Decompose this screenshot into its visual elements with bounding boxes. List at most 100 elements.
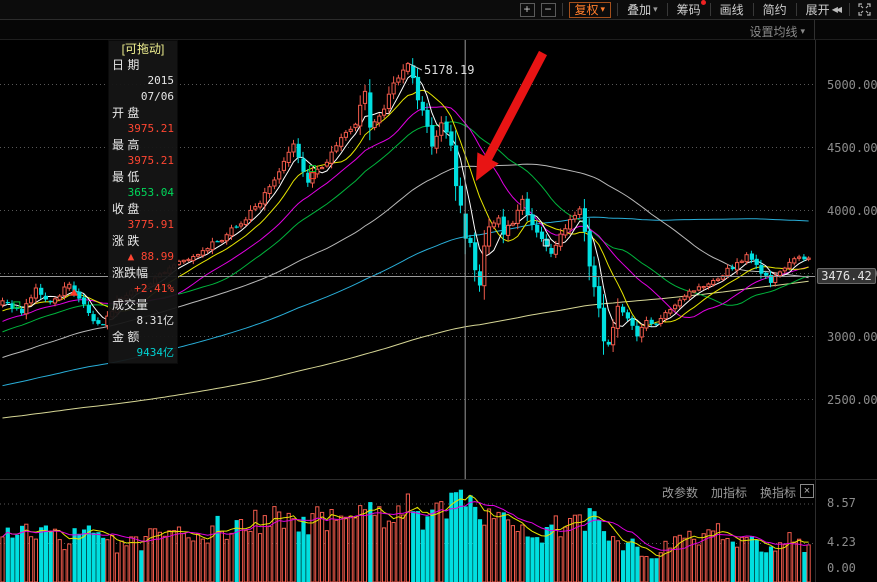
volume-bar-up xyxy=(520,524,525,582)
candle-body-down xyxy=(454,145,459,187)
candle-body-up xyxy=(735,262,740,271)
candle-body-down xyxy=(368,92,373,128)
panel-divider[interactable] xyxy=(0,479,877,480)
volume-bar-up xyxy=(281,527,286,582)
candle-body-up xyxy=(792,258,797,264)
peak-tick xyxy=(409,63,423,71)
candle-body-up xyxy=(281,160,286,171)
candle-body-up xyxy=(248,209,253,221)
volume-bar-down xyxy=(625,542,630,582)
volume-bar-down xyxy=(630,538,635,582)
change-params-button[interactable]: 改参数 xyxy=(661,486,698,500)
volume-bar-up xyxy=(482,524,487,582)
red-arrow-annotation xyxy=(476,50,547,182)
candle-body-up xyxy=(391,82,396,95)
candle-body-down xyxy=(458,185,463,206)
volume-bar-up xyxy=(29,536,34,582)
candle-body-up xyxy=(496,217,501,225)
candle-body-down xyxy=(473,242,478,271)
adjust-rights-button[interactable]: 复权 ▾ xyxy=(568,1,612,18)
candle-body-up xyxy=(725,267,730,277)
candle-body-up xyxy=(57,295,62,301)
candle-body-up xyxy=(577,208,582,215)
simple-mode-button[interactable]: 简约 xyxy=(760,1,790,18)
volume-bar-up xyxy=(148,528,153,582)
volume-bar-up xyxy=(343,516,348,582)
volume-bar-up xyxy=(496,511,501,582)
volume-bar-up xyxy=(668,547,673,582)
ma-settings-button[interactable]: 设置均线 ▾ xyxy=(749,23,805,40)
candle-body-up xyxy=(739,260,744,263)
volume-bar-down xyxy=(582,530,587,582)
data-tooltip-panel[interactable]: [可拖动] 日 期 2015 07/06 开 盘 3975.21 最 高 3975.21 最 … xyxy=(108,40,178,364)
volume-bar-up xyxy=(267,525,272,582)
volume-chart[interactable] xyxy=(0,480,815,582)
chips-button[interactable]: 筹码 xyxy=(674,0,706,18)
switch-indicator-button[interactable]: 换指标 xyxy=(759,486,796,500)
close-indicator-button[interactable]: × xyxy=(800,484,814,498)
volume-bar-up xyxy=(382,527,387,582)
peak-price-label: 5178.19 xyxy=(424,63,475,77)
candle-body-up xyxy=(286,151,291,164)
volume-bar-up xyxy=(439,501,444,582)
ma-250-line xyxy=(2,280,809,419)
chevron-down-icon: ▾ xyxy=(653,4,658,14)
add-indicator-button[interactable]: 加指标 xyxy=(710,486,747,500)
candle-body-down xyxy=(635,325,640,337)
volume-bar-down xyxy=(477,519,483,582)
event-marker xyxy=(309,172,317,180)
candle-body-down xyxy=(597,286,602,309)
volume-bar-up xyxy=(572,514,577,582)
candle-body-up xyxy=(677,299,682,307)
zoom-out-button[interactable]: − xyxy=(540,2,556,17)
volume-bar-down xyxy=(101,537,106,582)
tooltip-field-value: 3775.91 xyxy=(127,218,174,231)
volume-bar-down xyxy=(530,537,535,582)
zoom-in-button[interactable]: + xyxy=(519,2,535,17)
top-toolbar: + − 复权 ▾ 叠加 ▾ 筹码 画线 简约 展开 ◀◀ xyxy=(0,0,877,20)
candle-body-down xyxy=(759,264,764,274)
candle-body-up xyxy=(486,226,492,247)
volume-bar-down xyxy=(730,541,735,582)
candle-body-up xyxy=(744,254,749,263)
candle-body-up xyxy=(191,256,196,262)
tooltip-field-label: 金 额 xyxy=(112,330,140,344)
volume-bar-up xyxy=(773,550,778,582)
candle-body-up xyxy=(611,326,616,346)
candle-body-up xyxy=(229,227,234,237)
fullscreen-icon xyxy=(858,3,871,16)
candle-body-up xyxy=(253,206,258,210)
candle-body-up xyxy=(267,186,272,194)
volume-bar-up xyxy=(57,539,62,582)
volume-bar-up xyxy=(110,535,115,582)
volume-bar-up xyxy=(186,537,191,582)
volume-ma-5-line xyxy=(2,494,809,557)
volume-bar-down xyxy=(501,512,506,582)
volume-bar-up xyxy=(577,514,582,582)
tooltip-field-label: 收 盘 xyxy=(112,202,140,216)
candle-body-up xyxy=(720,275,725,280)
volume-bar-up xyxy=(124,545,129,582)
volume-bar-up xyxy=(510,525,515,582)
price-tick-label: 2500.00 xyxy=(827,393,877,407)
expand-button[interactable]: 展开 ◀◀ xyxy=(803,1,843,18)
draw-line-button[interactable]: 画线 xyxy=(717,1,747,18)
candle-body-down xyxy=(430,125,435,147)
volume-bar-up xyxy=(224,538,229,582)
volume-bar-up xyxy=(172,530,177,582)
candle-body-down xyxy=(5,302,10,304)
candle-body-up xyxy=(181,259,186,263)
volume-bar-down xyxy=(39,527,44,582)
volume-bar-up xyxy=(739,536,744,582)
candle-body-up xyxy=(362,90,368,104)
volume-bar-up xyxy=(176,526,182,582)
candle-body-down xyxy=(86,305,91,313)
fullscreen-button[interactable] xyxy=(856,3,873,16)
volume-bar-up xyxy=(372,514,377,582)
volume-bar-down xyxy=(411,511,416,582)
overlay-button[interactable]: 叠加 ▾ xyxy=(624,1,661,18)
candle-body-down xyxy=(606,341,611,345)
volume-bar-down xyxy=(215,515,220,582)
volume-bar-down xyxy=(654,558,659,582)
candle-body-up xyxy=(777,271,783,277)
